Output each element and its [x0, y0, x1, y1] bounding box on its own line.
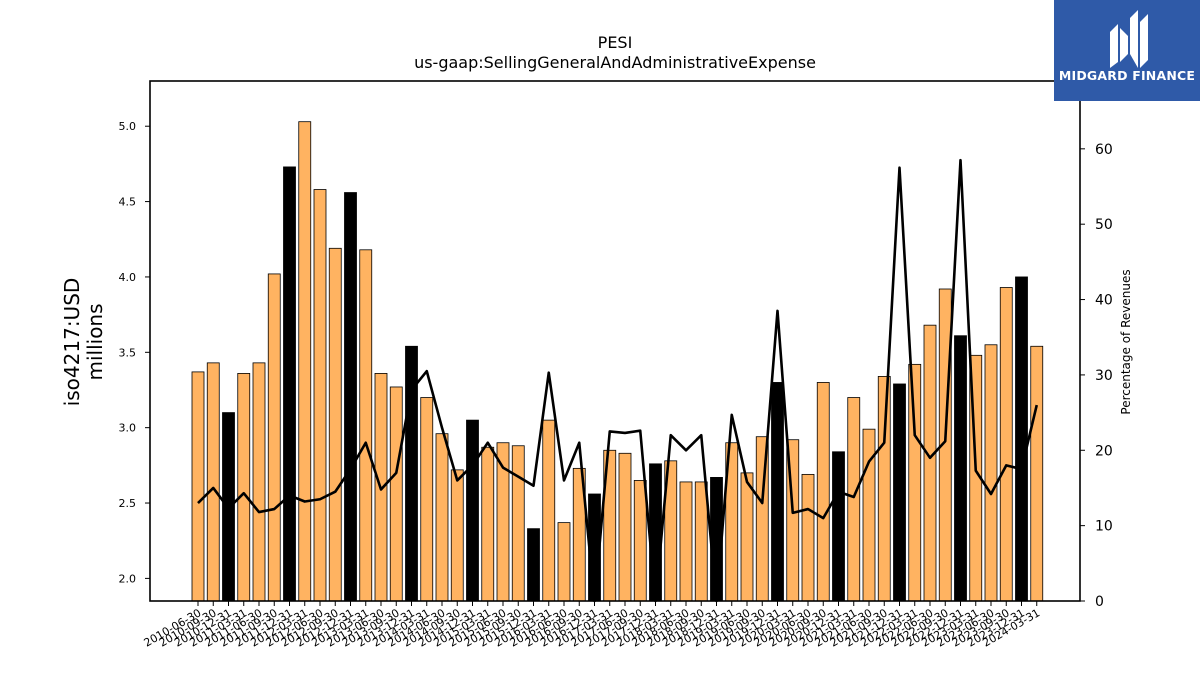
bar-2019-06-30	[740, 472, 754, 602]
y2-tick-label: 0	[1095, 594, 1104, 610]
bar-series	[191, 121, 1044, 602]
y-tick-label: 2.5	[119, 497, 137, 510]
chart-title: PESI	[598, 33, 633, 52]
bar-2012-06-30	[313, 189, 327, 602]
bar-2012-09-30	[328, 247, 342, 602]
y2-axis-label: Percentage of Revenues	[1119, 269, 1133, 414]
bar-2014-06-30	[435, 433, 449, 602]
bar-2020-09-30	[816, 382, 830, 602]
bar-2023-12-31	[1015, 276, 1028, 602]
bar-2013-09-30	[389, 386, 403, 602]
bar-2022-12-31	[954, 335, 967, 602]
bar-2023-09-30	[999, 287, 1013, 602]
x-axis: 2010-06-302010-09-302010-12-312011-03-31…	[142, 601, 1042, 650]
bar-2012-03-31	[298, 121, 312, 602]
bar-2021-03-31	[847, 397, 861, 602]
bar-2021-12-31	[893, 383, 906, 602]
plot-frame	[149, 80, 1081, 602]
y-tick-label: 3.5	[119, 346, 137, 359]
bar-2020-06-30	[801, 473, 815, 602]
bar-2022-03-31	[908, 363, 922, 602]
bar-2022-06-30	[923, 324, 937, 602]
bar-2016-03-31	[542, 419, 556, 602]
brand-name: MIDGARD FINANCE	[1058, 68, 1196, 83]
bar-2016-06-30	[557, 522, 571, 602]
y2-tick-label: 40	[1095, 293, 1113, 309]
bar-2018-09-30	[694, 481, 708, 602]
bar-2014-09-30	[450, 469, 464, 602]
y-tick-label: 4.0	[119, 271, 137, 284]
bar-2011-03-31	[237, 373, 251, 602]
brand-logo: MIDGARD FINANCE	[1054, 0, 1200, 101]
bar-2013-03-31	[359, 249, 373, 602]
midgard-logo-icon	[1110, 10, 1148, 68]
y-tick-label: 4.5	[119, 196, 137, 209]
y-axis-right: 0 10 20 30 40 50 60	[1080, 142, 1113, 610]
bar-2024-03-31	[1030, 345, 1044, 602]
bar-2011-09-30	[267, 273, 281, 602]
chart-subtitle: us-gaap:SellingGeneralAndAdministrativeE…	[414, 53, 816, 72]
bar-2014-03-31	[420, 397, 434, 602]
y2-tick-label: 10	[1095, 519, 1113, 535]
y2-tick-label: 60	[1095, 142, 1113, 158]
y2-tick-label: 50	[1095, 217, 1113, 233]
bar-2021-09-30	[877, 376, 891, 602]
y-axis-left: 2.0 2.5 3.0 3.5 4.0 4.5 5.0	[119, 120, 150, 585]
y2-tick-label: 30	[1095, 368, 1113, 384]
y-tick-label: 5.0	[119, 120, 137, 133]
line-series	[197, 158, 1039, 603]
bar-2010-09-30	[206, 362, 220, 602]
y-tick-label: 2.0	[119, 572, 137, 585]
bar-2018-06-30	[679, 481, 693, 602]
bar-2017-09-30	[633, 480, 647, 602]
bar-2012-12-31	[344, 192, 357, 602]
bar-2023-06-30	[984, 344, 998, 602]
y-axis-label: iso4217:USDmillions	[60, 278, 107, 407]
bar-2020-12-31	[832, 451, 845, 602]
bar-2010-06-30	[191, 371, 205, 602]
bar-2015-12-31	[527, 528, 540, 602]
bar-2017-06-30	[618, 452, 632, 602]
bar-2014-12-31	[466, 419, 479, 602]
bar-2019-12-31	[771, 382, 784, 602]
bar-2015-09-30	[511, 445, 525, 602]
y2-tick-label: 20	[1095, 443, 1113, 459]
bar-2011-06-30	[252, 362, 266, 602]
percentage-line	[197, 158, 1039, 603]
bar-2017-12-31	[649, 463, 662, 602]
bar-2011-12-31	[283, 166, 296, 602]
bar-2015-03-31	[481, 446, 495, 602]
y-tick-label: 3.0	[119, 422, 137, 435]
